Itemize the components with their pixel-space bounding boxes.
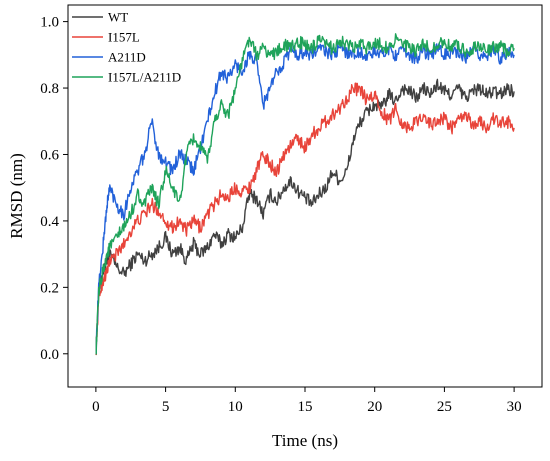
y-tick-label: 0.6 [40, 147, 59, 163]
y-tick-label: 0.2 [40, 280, 59, 296]
y-tick-label: 0.4 [40, 214, 59, 230]
y-tick-label: 0.8 [40, 81, 59, 97]
x-tick-label: 5 [162, 399, 170, 415]
x-tick-label: 20 [367, 399, 382, 415]
y-axis-title: RMSD (nm) [7, 153, 26, 238]
x-tick-label: 15 [298, 399, 313, 415]
x-tick-label: 10 [228, 399, 243, 415]
legend-label: A211D [108, 50, 146, 65]
x-tick-label: 25 [437, 399, 452, 415]
y-tick-label: 1.0 [40, 15, 59, 31]
x-axis-title: Time (ns) [272, 431, 338, 450]
series-line-i157l [95, 82, 515, 356]
legend-label: I157L [108, 30, 140, 45]
x-tick-label: 30 [507, 399, 522, 415]
legend-label: I157L/A211D [108, 70, 181, 85]
series-line-a211d [95, 42, 515, 355]
legend-label: WT [108, 10, 128, 25]
ticks-layer: 0 5 10 15 20 25 30 0.0 0.2 0.4 0.6 0.8 1.0 [40, 15, 521, 415]
series-line-i157l-a211d [95, 33, 515, 355]
series-layer [95, 33, 515, 356]
x-tick-label: 0 [92, 399, 100, 415]
series-line-wt [95, 78, 515, 355]
legend: WT I157L A211D I157L/A211D [72, 10, 181, 85]
y-tick-label: 0.0 [40, 347, 59, 363]
